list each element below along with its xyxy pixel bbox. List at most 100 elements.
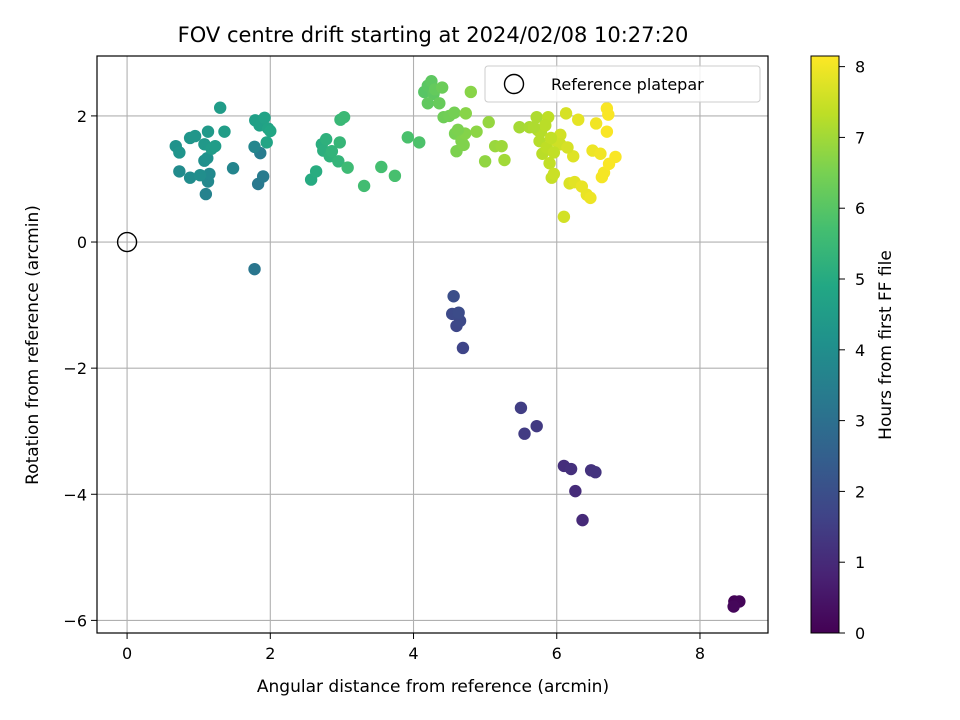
data-point: [514, 401, 528, 415]
data-point: [188, 129, 202, 143]
data-point: [435, 81, 449, 94]
data-point: [561, 141, 574, 154]
data-point: [452, 306, 465, 319]
legend: Reference platepar: [484, 65, 761, 103]
legend-box: [484, 65, 761, 103]
y-tick-label: −6: [63, 611, 87, 630]
colorbar-tick-label: 2: [855, 482, 865, 501]
data-point: [337, 110, 351, 124]
data-point: [518, 427, 531, 440]
colorbar: [810, 55, 840, 634]
data-point: [199, 187, 213, 201]
legend-marker: [503, 73, 525, 95]
reference-marker-group: [116, 231, 138, 253]
grid-lines: [97, 56, 768, 633]
data-point: [572, 113, 585, 126]
chart-title: FOV centre drift starting at 2024/02/08 …: [178, 23, 689, 47]
data-point: [173, 165, 186, 178]
data-point: [600, 125, 614, 138]
data-point: [413, 136, 426, 149]
data-point: [544, 131, 558, 145]
data-point: [260, 136, 273, 149]
data-point: [564, 462, 578, 476]
data-point: [333, 136, 346, 149]
data-point: [193, 168, 207, 182]
data-point: [341, 161, 354, 174]
data-point: [513, 121, 526, 134]
data-point: [357, 179, 371, 193]
reference-platepar-marker: [116, 231, 138, 253]
data-point: [569, 484, 582, 498]
data-point: [201, 125, 215, 138]
data-point: [464, 85, 478, 99]
scatter-points: [169, 75, 746, 613]
data-point: [309, 165, 323, 178]
colorbar-tick-label: 0: [855, 624, 865, 643]
y-tick-label: −4: [63, 485, 87, 504]
data-point: [248, 140, 261, 154]
data-point: [319, 133, 333, 146]
data-point: [325, 145, 339, 158]
data-point: [554, 128, 567, 142]
y-axis-ticks: −6 −4 −2 0 2: [63, 107, 97, 630]
data-point: [226, 162, 240, 175]
data-point: [495, 139, 508, 153]
data-point: [470, 125, 483, 138]
data-point: [401, 131, 414, 144]
data-point: [547, 167, 561, 181]
x-tick-label: 2: [265, 644, 275, 663]
data-point: [498, 153, 511, 167]
data-point: [594, 147, 607, 160]
data-point: [547, 146, 561, 159]
data-point: [201, 151, 214, 165]
y-tick-label: −2: [63, 359, 87, 378]
colorbar-tick-label: 3: [855, 412, 865, 431]
data-point: [609, 150, 622, 164]
data-point: [584, 191, 597, 205]
y-tick-label: 0: [77, 233, 87, 252]
legend-label: Reference platepar: [551, 75, 704, 94]
data-point: [375, 160, 388, 174]
data-point: [589, 117, 603, 130]
data-point: [527, 121, 541, 134]
data-point: [183, 171, 197, 184]
data-point: [448, 106, 461, 119]
data-point: [248, 262, 261, 276]
data-point: [478, 155, 492, 168]
x-axis-label: Angular distance from reference (arcmin): [257, 677, 609, 697]
data-point: [447, 290, 460, 303]
data-point: [557, 210, 571, 224]
data-point: [530, 110, 543, 124]
data-point: [256, 170, 270, 183]
y-tick-label: 2: [77, 107, 87, 126]
data-point: [421, 97, 435, 110]
data-point: [727, 600, 740, 613]
data-point: [208, 139, 222, 153]
colorbar-tick-label: 1: [855, 553, 865, 572]
data-point: [600, 102, 614, 115]
plot-frame: [96, 55, 769, 634]
data-point: [213, 101, 227, 114]
data-point: [388, 169, 402, 183]
data-point: [218, 125, 231, 138]
data-point: [264, 124, 277, 138]
x-tick-label: 4: [408, 644, 418, 663]
data-point: [258, 111, 271, 124]
data-point: [451, 123, 465, 136]
data-point: [203, 167, 216, 181]
data-point: [482, 116, 495, 129]
colorbar-ticks: 0 1 2 3 4 5 6 7 8: [839, 58, 865, 643]
data-point: [459, 107, 472, 120]
colorbar-tick-label: 4: [855, 341, 865, 360]
colorbar-tick-label: 8: [855, 58, 865, 77]
colorbar-label: Hours from first FF file: [876, 250, 896, 440]
data-point: [456, 341, 470, 355]
data-point: [530, 419, 543, 433]
data-point: [576, 513, 589, 527]
data-point: [543, 157, 556, 170]
colorbar-tick-label: 6: [855, 199, 865, 218]
data-point: [589, 465, 602, 479]
data-point: [567, 150, 580, 163]
data-point: [457, 138, 470, 152]
